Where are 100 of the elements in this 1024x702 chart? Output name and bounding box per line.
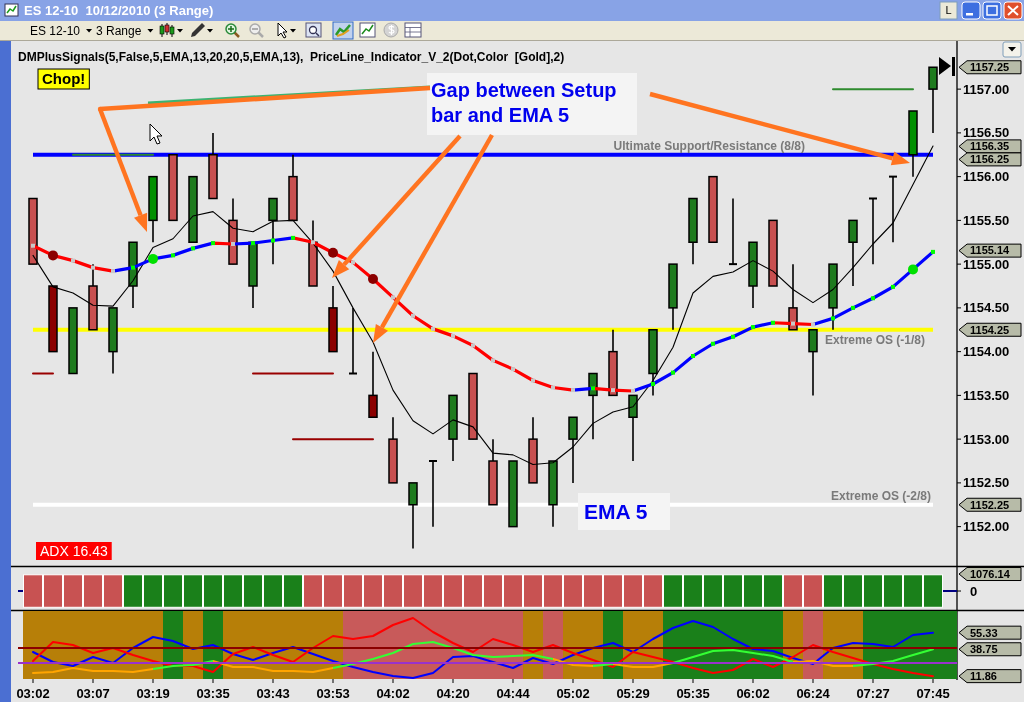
y-tick-label: 1156.50 — [963, 125, 1010, 141]
x-tick-label: 07:27 — [856, 685, 890, 701]
candlestick — [928, 66, 938, 134]
candlestick — [848, 219, 858, 287]
candlestick — [348, 307, 358, 375]
y-tick-label: 0 — [970, 583, 978, 599]
ref-line-label: Extreme OS (-2/8) — [830, 488, 931, 503]
x-tick-label: 03:02 — [16, 685, 50, 701]
point — [591, 386, 595, 391]
y-tick-label: 1076.14 — [970, 567, 1011, 580]
point — [171, 253, 175, 258]
x-tick-label: 03:35 — [196, 685, 230, 701]
point — [751, 325, 755, 330]
x-tick-label: 05:35 — [676, 685, 710, 701]
x-tick-label: 04:44 — [496, 685, 531, 701]
x-tick-label: 05:02 — [556, 685, 590, 701]
point — [771, 320, 775, 325]
text: 1154.25 — [970, 323, 1010, 336]
point — [368, 274, 378, 284]
candlestick — [368, 350, 378, 419]
x-tick-label: 03:53 — [316, 685, 350, 701]
y-tick-label: 1154.00 — [963, 344, 1010, 360]
point — [571, 388, 575, 393]
annotation: EMA 5 — [584, 500, 648, 524]
text: 38.75 — [970, 643, 998, 656]
point — [91, 265, 95, 270]
x-tick-label: 06:24 — [796, 685, 831, 701]
point — [111, 269, 115, 274]
point — [931, 249, 935, 254]
candlestick — [628, 394, 638, 462]
x-tick-label: 03:19 — [136, 685, 170, 701]
point — [48, 250, 58, 261]
annotation: ADX 16.43 — [40, 543, 108, 560]
text: 1156.35 — [970, 140, 1010, 153]
point — [148, 253, 158, 264]
point — [731, 334, 735, 339]
point — [71, 258, 75, 263]
y-tick-label: 1153.00 — [963, 431, 1010, 447]
text: 1157.25 — [970, 61, 1010, 74]
text: 1156.25 — [970, 153, 1010, 166]
point — [451, 333, 455, 338]
text: 1152.25 — [970, 498, 1010, 511]
y-tick-label: 1154.50 — [963, 300, 1010, 316]
candlestick — [588, 372, 598, 440]
point — [411, 313, 415, 318]
x-tick-label: 04:20 — [436, 685, 470, 701]
point — [391, 295, 395, 300]
text: ES 12-10 — [30, 23, 81, 38]
point — [231, 242, 235, 246]
point — [871, 296, 875, 301]
point — [191, 246, 195, 251]
y-tick-label: 55.33 — [970, 626, 998, 639]
point — [651, 382, 655, 386]
candlestick — [868, 197, 878, 265]
x-tick-label: 04:02 — [376, 685, 410, 701]
y-tick-label: 1153.50 — [963, 387, 1010, 403]
x-tick-label: 06:02 — [736, 685, 770, 701]
chart-title: ES 12-10 10/12/2010 (3 Range) — [24, 3, 214, 19]
text: 1155.14 — [970, 244, 1011, 257]
point — [291, 235, 295, 240]
point — [891, 284, 895, 289]
point — [211, 241, 215, 246]
candlestick — [408, 482, 418, 550]
point — [491, 358, 495, 363]
candlestick — [428, 460, 438, 528]
candlestick — [268, 197, 278, 265]
point — [531, 378, 535, 383]
point — [831, 316, 835, 321]
y-tick-label: 1155.50 — [963, 212, 1010, 228]
candlestick — [888, 175, 898, 244]
text: DMPlusSignals(5,False,5,EMA,13,20,20,5,EMA,13), PriceLine_Indicator_V_2(Dot,Color [Gold],2) — [18, 50, 565, 65]
text: 3 Range — [96, 23, 142, 38]
x-tick-label: 07:45 — [916, 685, 950, 701]
candlestick — [788, 263, 798, 331]
x-tick-label: 03:07 — [76, 685, 110, 701]
y-tick-label: 1155.00 — [963, 256, 1010, 272]
y-tick-label: 11.86 — [970, 669, 997, 682]
y-tick-label: 1152.50 — [963, 475, 1010, 491]
line-series — [32, 641, 934, 674]
point — [328, 247, 338, 258]
point — [31, 243, 35, 248]
point — [551, 385, 555, 390]
x-tick-label: 03:43 — [256, 685, 290, 701]
candlestick — [728, 197, 738, 266]
point — [511, 367, 515, 372]
point — [471, 343, 475, 348]
point — [811, 322, 815, 327]
point — [351, 260, 355, 265]
y-tick-label: 1157.00 — [963, 81, 1010, 97]
point — [611, 388, 615, 393]
point — [791, 321, 795, 326]
point — [271, 238, 275, 243]
annotation: Chop! — [42, 70, 86, 88]
point — [671, 370, 675, 375]
point — [311, 240, 315, 245]
point — [711, 341, 715, 346]
point — [131, 265, 135, 270]
y-tick-label: 1152.00 — [963, 519, 1010, 535]
point — [251, 241, 255, 246]
ref-line-label: Extreme OS (-1/8) — [824, 332, 925, 347]
